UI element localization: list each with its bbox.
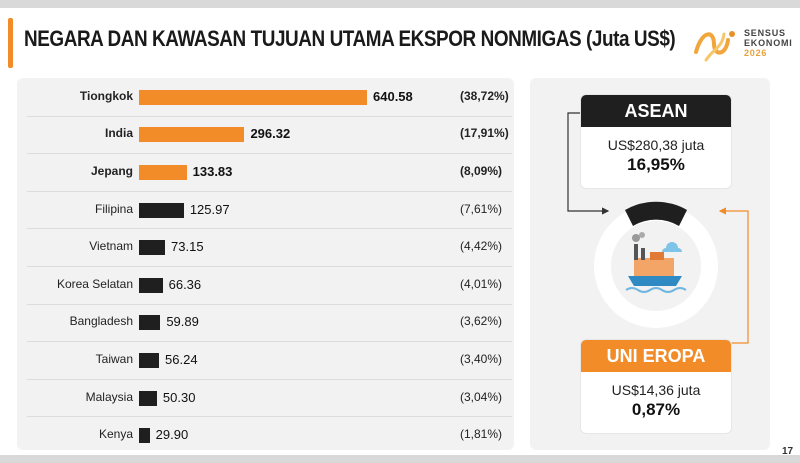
- category-label: Malaysia: [85, 389, 133, 404]
- category-label: Filipina: [94, 201, 133, 216]
- value-label: 59.89: [166, 314, 199, 330]
- bar: [139, 240, 166, 256]
- logo-text-line1: SENSUS: [744, 28, 786, 38]
- eu-share: 0,87%: [631, 400, 681, 419]
- eu-box: UNI EROPA US$14,36 juta 0,87%: [581, 340, 731, 433]
- row-separator: [27, 228, 512, 230]
- category-label: Kenya: [98, 427, 133, 442]
- eu-connector-arrow: [718, 207, 749, 344]
- regions-graphic: [567, 112, 749, 344]
- title-accent-bar: [8, 18, 13, 68]
- bar: [139, 428, 150, 444]
- share-label: (1,81%): [460, 427, 503, 442]
- page-number: 17: [782, 446, 794, 457]
- row-separator: [27, 190, 512, 192]
- value-label: 29.90: [155, 427, 189, 443]
- row-separator: [27, 416, 512, 418]
- share-label: (7,61%): [460, 201, 503, 216]
- row-separator: [27, 115, 512, 117]
- share-label: (4,01%): [460, 276, 503, 291]
- eu-value: US$14,36 juta: [611, 382, 701, 398]
- logo-text-year: 2026: [744, 48, 768, 58]
- asean-share: 16,95%: [627, 155, 685, 174]
- category-label: India: [104, 126, 133, 141]
- category-label: Jepang: [90, 164, 133, 178]
- value-label: 56.24: [165, 352, 198, 367]
- asean-box: ASEAN US$280,38 juta 16,95%: [581, 95, 731, 188]
- category-label: Taiwan: [95, 352, 133, 366]
- bar: [139, 277, 163, 293]
- eu-title: UNI EROPA: [581, 340, 731, 372]
- category-label: Tiongkok: [79, 88, 133, 103]
- value-label: 296.32: [250, 126, 291, 142]
- share-label: (3,04%): [460, 389, 503, 404]
- bar: [139, 315, 161, 331]
- share-label: (38,72%): [460, 88, 509, 103]
- logo-text-line2: EKONOMI: [744, 38, 793, 48]
- row-separator: [27, 341, 512, 343]
- factory-ship-icon: [625, 232, 687, 293]
- bar: [139, 390, 157, 406]
- bottom-strip: [0, 455, 800, 463]
- row-separator: [27, 303, 512, 305]
- row-separator: [27, 266, 512, 267]
- value-label: 640.58: [373, 88, 413, 104]
- category-label: Vietnam: [89, 239, 133, 254]
- bar: [139, 89, 367, 105]
- share-label: (4,42%): [460, 239, 503, 254]
- share-label: (3,62%): [460, 314, 503, 329]
- value-label: 66.36: [168, 276, 202, 292]
- row-separator: [27, 378, 512, 380]
- share-label: (8,09%): [460, 164, 503, 178]
- bar: [139, 127, 245, 143]
- page-title: NEGARA DAN KAWASAN TUJUAN UTAMA EKSPOR N…: [24, 26, 676, 51]
- sensus-ekonomi-logo: [694, 31, 735, 62]
- bar: [139, 202, 184, 218]
- category-label: Korea Selatan: [56, 276, 133, 291]
- asean-share-segment: [625, 201, 687, 226]
- value-label: 50.30: [162, 389, 196, 405]
- value-label: 125.97: [189, 201, 230, 217]
- bar: [139, 353, 160, 368]
- share-label: (17,91%): [460, 126, 509, 141]
- share-label: (3,40%): [460, 352, 503, 366]
- asean-connector-arrow: [567, 112, 610, 215]
- chart-panel: [17, 78, 514, 450]
- asean-value: US$280,38 juta: [607, 137, 705, 153]
- bar: [139, 165, 187, 180]
- top-strip: [0, 0, 800, 8]
- value-label: 133.83: [192, 164, 233, 179]
- category-label: Bangladesh: [69, 314, 133, 329]
- row-separator: [27, 153, 512, 155]
- asean-title: ASEAN: [581, 95, 731, 127]
- value-label: 73.15: [171, 239, 204, 255]
